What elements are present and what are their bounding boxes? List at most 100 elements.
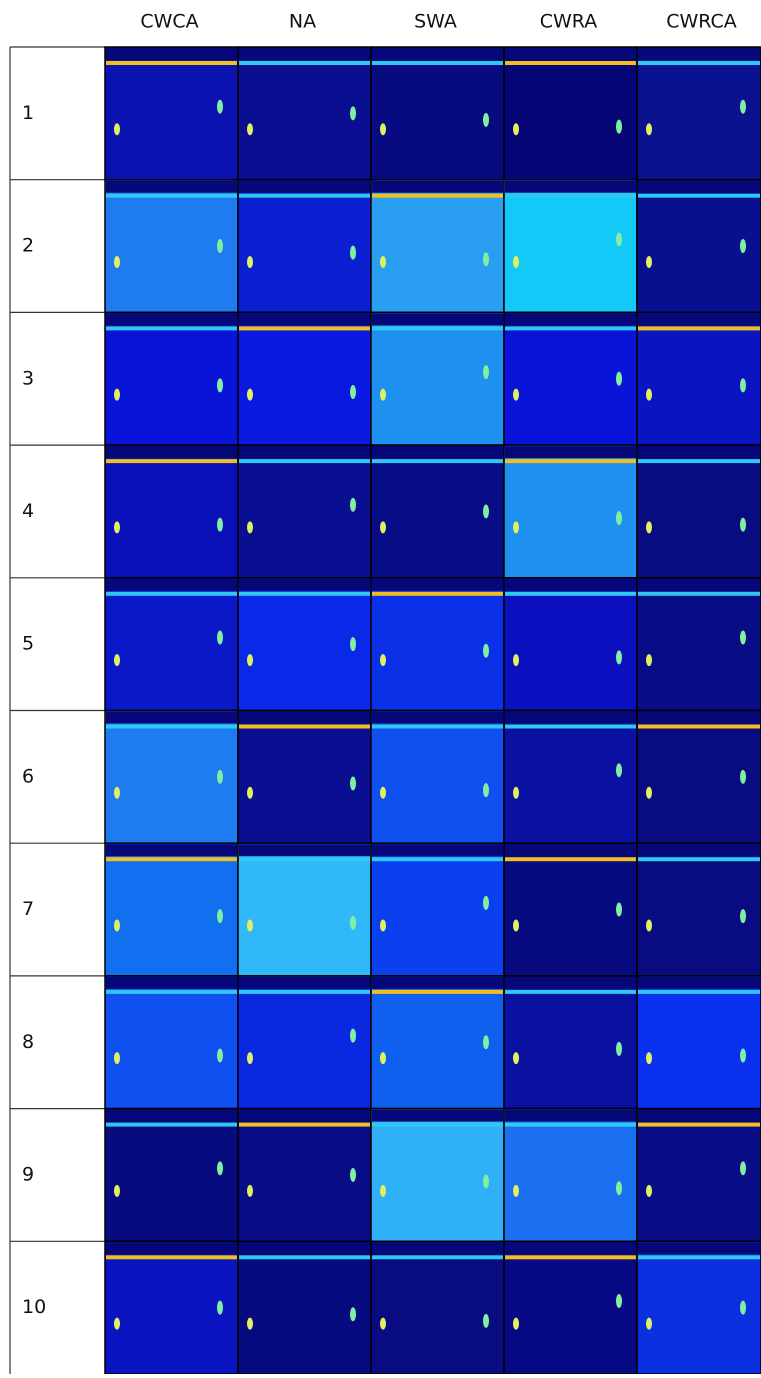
heatmap-spot (513, 919, 519, 932)
heatmap-spot (740, 1161, 746, 1176)
heatmap-cell (503, 1107, 638, 1243)
heatmap-stripe (239, 61, 370, 65)
heatmap-spot (380, 388, 386, 401)
heatmap-spot (483, 1174, 489, 1189)
heatmap-top-band (638, 1242, 760, 1255)
heatmap-spot (217, 769, 223, 784)
heatmap-stripe (106, 857, 237, 862)
heatmap-top-band (372, 180, 503, 193)
heatmap-cell (503, 311, 638, 446)
heatmap-stripe (106, 193, 237, 198)
heatmap-stripe (239, 724, 370, 729)
heatmap-cell (104, 709, 239, 844)
heatmap-cell (370, 178, 505, 314)
heatmap-stripe (106, 459, 237, 464)
heatmap-spot (247, 1317, 253, 1330)
heatmap-stripe (372, 1255, 503, 1260)
heatmap-top-band (638, 313, 760, 326)
heatmap-top-band (505, 1242, 636, 1255)
heatmap-spot (380, 1052, 386, 1065)
heatmap-stripe (505, 61, 636, 65)
heatmap-spot (350, 1028, 356, 1043)
heatmap-stripe (505, 459, 636, 464)
heatmap-top-band (372, 578, 503, 591)
heatmap-spot (217, 1161, 223, 1176)
heatmap-stripe (106, 1122, 237, 1127)
heatmap-top-band (505, 48, 636, 60)
heatmap-spot (513, 388, 519, 401)
heatmap-stripe (372, 591, 503, 596)
heatmap-cell (237, 1240, 372, 1375)
heatmap-spot (380, 1184, 386, 1197)
heatmap-top-band (505, 844, 636, 857)
heatmap-spot (247, 654, 253, 667)
heatmap-spot (646, 654, 652, 667)
heatmap-cell (503, 975, 638, 1110)
heatmap-spot (513, 1317, 519, 1330)
heatmap-spot (217, 517, 223, 532)
heatmap-top-band (638, 180, 760, 193)
heatmap-top-band (372, 976, 503, 989)
heatmap-top-band (638, 976, 760, 989)
heatmap-stripe (505, 857, 636, 862)
heatmap-top-band (505, 976, 636, 989)
heatmap-spot (483, 112, 489, 127)
heatmap-top-band (505, 313, 636, 326)
heatmap-cell (104, 1240, 239, 1375)
heatmap-stripe (372, 989, 503, 994)
heatmap-top-band (106, 844, 237, 857)
heatmap-cell (104, 1107, 239, 1243)
heatmap-spot (740, 1300, 746, 1315)
heatmap-stripe (505, 591, 636, 596)
heatmap-cell (104, 46, 239, 181)
heatmap-stripe (372, 459, 503, 464)
heatmap-spot (513, 1184, 519, 1197)
heatmap-stripe (239, 989, 370, 994)
row-label: 2 (22, 235, 34, 257)
heatmap-cell (370, 311, 505, 446)
row-label: 5 (22, 633, 34, 655)
heatmap-stripe (106, 1255, 237, 1260)
heatmap-stripe (505, 724, 636, 729)
heatmap-stripe (106, 326, 237, 331)
heatmap-top-band (106, 1109, 237, 1122)
heatmap-stripe (372, 724, 503, 729)
heatmap-spot (483, 252, 489, 267)
column-header: CWCA (140, 11, 198, 33)
heatmap-spot (217, 99, 223, 114)
heatmap-stripe (372, 857, 503, 862)
heatmap-top-band (106, 711, 237, 724)
heatmap-stripe (638, 326, 760, 331)
heatmap-stripe (638, 857, 760, 862)
heatmap-spot (483, 783, 489, 798)
heatmap-cell (503, 842, 638, 977)
heatmap-spot (217, 1048, 223, 1063)
heatmap-cell (636, 577, 761, 712)
heatmap-spot (616, 371, 622, 386)
heatmap-stripe (239, 1122, 370, 1127)
heatmap-top-band (638, 844, 760, 857)
heatmap-cell (636, 444, 761, 579)
heatmap-cell (636, 975, 761, 1110)
heatmap-cell (237, 1107, 372, 1243)
heatmap-top-band (638, 578, 760, 591)
heatmap-stripe (638, 1122, 760, 1127)
heatmap-top-band (239, 578, 370, 591)
heatmap-spot (513, 255, 519, 268)
heatmap-top-band (239, 976, 370, 989)
heatmap-stripe (505, 1255, 636, 1260)
heatmap-stripe (638, 61, 760, 65)
heatmap-spot (217, 909, 223, 924)
heatmap-spot (740, 1048, 746, 1063)
column-header: NA (289, 11, 316, 33)
heatmap-spot (483, 504, 489, 519)
heatmap-top-band (372, 844, 503, 857)
heatmap-top-band (505, 711, 636, 724)
heatmap-top-band (372, 313, 503, 326)
heatmap-spot (350, 385, 356, 400)
heatmap-spot (247, 521, 253, 534)
heatmap-spot (483, 1313, 489, 1328)
heatmap-spot (247, 255, 253, 268)
heatmap-top-band (372, 711, 503, 724)
heatmap-spot (350, 1307, 356, 1322)
